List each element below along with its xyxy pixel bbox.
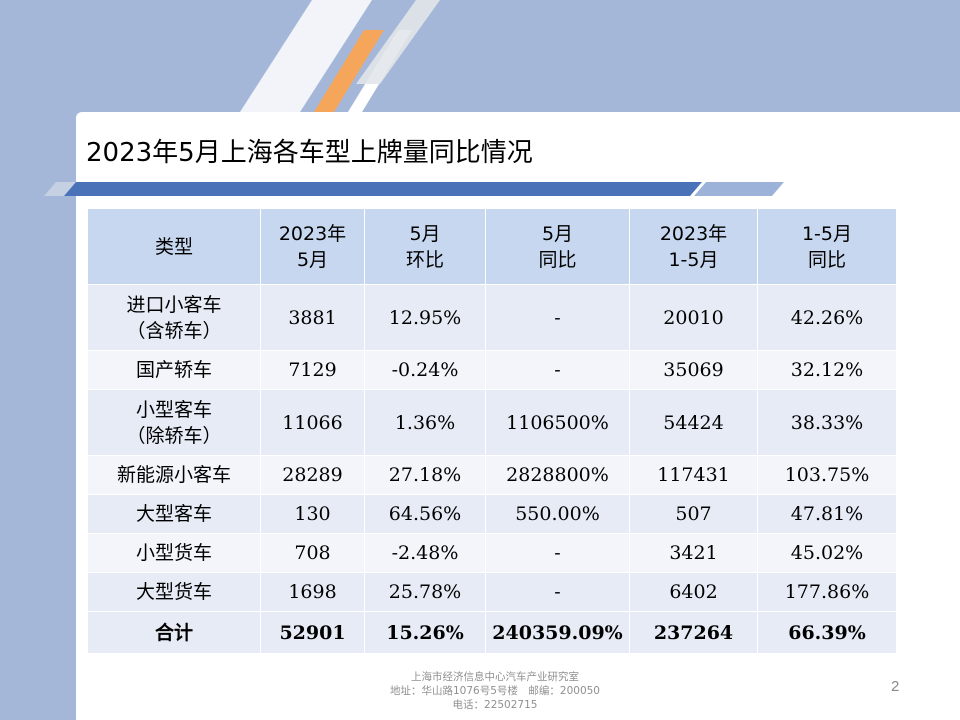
cell-may: 130 [260, 494, 365, 534]
cell-ytd: 3421 [629, 533, 758, 573]
cell-ytd: 35069 [629, 350, 758, 390]
table-row: 小型客车 （除轿车） 11066 1.36% 1106500% 54424 38.… [87, 389, 897, 456]
slide-footer: 上海市经济信息中心汽车产业研究室 地址：华山路1076号5号楼 邮编：20005… [330, 670, 660, 712]
header-may-yoy: 5月 同比 [485, 208, 630, 285]
header-may-mom: 5月 环比 [364, 208, 486, 285]
table-header-row: 类型 2023年 5月 5月 环比 5月 同比 2023年 1-5月 1-5月 同比 [87, 208, 897, 285]
header-may-2023: 2023年 5月 [260, 208, 365, 285]
footer-phone: 电话：22502715 [452, 699, 538, 711]
table-row: 国产轿车 7129 -0.24% - 35069 32.12% [87, 350, 897, 390]
cell-ytd-yoy: 45.02% [757, 533, 897, 573]
cell-ytd-yoy: 42.26% [757, 284, 897, 351]
table-row: 大型客车 130 64.56% 550.00% 507 47.81% [87, 494, 897, 534]
cell-yoy: 2828800% [485, 455, 630, 495]
header-ytd-2023: 2023年 1-5月 [629, 208, 758, 285]
cell-yoy: - [485, 284, 630, 351]
footer-address: 地址：华山路1076号5号楼 邮编：200050 [390, 685, 600, 697]
cell-mom: -0.24% [364, 350, 486, 390]
cell-ytd-yoy: 38.33% [757, 389, 897, 456]
cell-yoy: - [485, 572, 630, 612]
cell-yoy: - [485, 350, 630, 390]
cell-ytd-yoy: 47.81% [757, 494, 897, 534]
table-row: 新能源小客车 28289 27.18% 2828800% 117431 103.… [87, 455, 897, 495]
total-label: 合计 [87, 611, 261, 654]
cell-yoy: - [485, 533, 630, 573]
total-ytd-yoy: 66.39% [757, 611, 897, 654]
row-type: 进口小客车 （含轿车） [87, 284, 261, 351]
cell-ytd: 54424 [629, 389, 758, 456]
row-type: 国产轿车 [87, 350, 261, 390]
header-ytd-yoy: 1-5月 同比 [757, 208, 897, 285]
cell-mom: 12.95% [364, 284, 486, 351]
cell-may: 3881 [260, 284, 365, 351]
header-type: 类型 [87, 208, 261, 285]
table-row: 进口小客车 （含轿车） 3881 12.95% - 20010 42.26% [87, 284, 897, 351]
row-type: 大型货车 [87, 572, 261, 612]
row-type: 新能源小客车 [87, 455, 261, 495]
cell-ytd: 117431 [629, 455, 758, 495]
slide-title: 2023年5月上海各车型上牌量同比情况 [86, 138, 533, 168]
total-mom: 15.26% [364, 611, 486, 654]
row-type: 小型货车 [87, 533, 261, 573]
cell-ytd: 507 [629, 494, 758, 534]
cell-ytd-yoy: 177.86% [757, 572, 897, 612]
table-total-row: 合计 52901 15.26% 240359.09% 237264 66.39% [87, 611, 897, 654]
cell-ytd: 20010 [629, 284, 758, 351]
cell-ytd: 6402 [629, 572, 758, 612]
registration-table: 类型 2023年 5月 5月 环比 5月 同比 2023年 1-5月 1-5月 同比 进口… [87, 208, 897, 654]
cell-may: 28289 [260, 455, 365, 495]
page-number: 2 [891, 678, 900, 695]
cell-may: 1698 [260, 572, 365, 612]
total-ytd: 237264 [629, 611, 758, 654]
cell-yoy: 550.00% [485, 494, 630, 534]
cell-ytd-yoy: 32.12% [757, 350, 897, 390]
total-yoy: 240359.09% [485, 611, 630, 654]
cell-may: 708 [260, 533, 365, 573]
cell-mom: 27.18% [364, 455, 486, 495]
cell-may: 11066 [260, 389, 365, 456]
row-type: 大型客车 [87, 494, 261, 534]
table-row: 大型货车 1698 25.78% - 6402 177.86% [87, 572, 897, 612]
table-row: 小型货车 708 -2.48% - 3421 45.02% [87, 533, 897, 573]
row-type: 小型客车 （除轿车） [87, 389, 261, 456]
cell-yoy: 1106500% [485, 389, 630, 456]
cell-may: 7129 [260, 350, 365, 390]
total-may: 52901 [260, 611, 365, 654]
cell-mom: 25.78% [364, 572, 486, 612]
cell-mom: 64.56% [364, 494, 486, 534]
cell-mom: 1.36% [364, 389, 486, 456]
footer-organization: 上海市经济信息中心汽车产业研究室 [411, 671, 579, 683]
cell-mom: -2.48% [364, 533, 486, 573]
cell-ytd-yoy: 103.75% [757, 455, 897, 495]
